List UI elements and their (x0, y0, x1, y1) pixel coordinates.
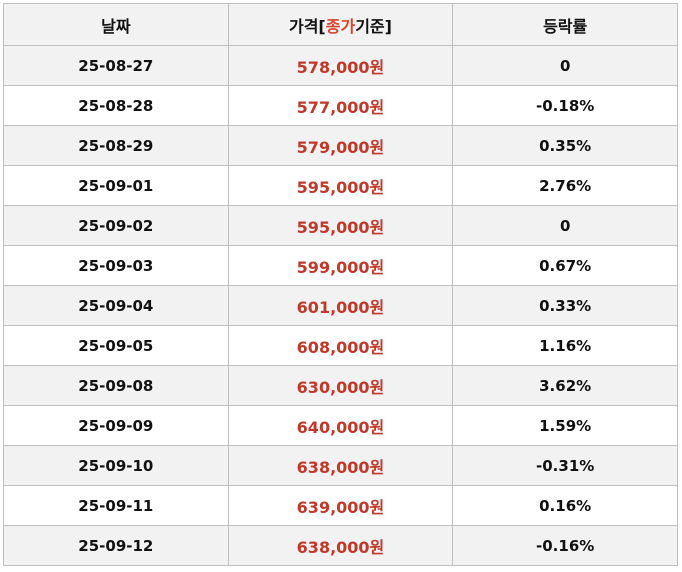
price-cell: 578,000원 (227, 45, 454, 86)
table-row: 25-09-05 608,000원 1.16% (3, 325, 678, 366)
price-cell: 608,000원 (227, 325, 454, 366)
price-cell: 640,000원 (227, 405, 454, 446)
date-cell: 25-08-29 (3, 125, 229, 166)
table-row: 25-09-04 601,000원 0.33% (3, 285, 678, 326)
table-body: 25-08-27 578,000원 0 25-08-28 577,000원 -0.18% 2… (3, 45, 678, 566)
header-highlight: 종가 (325, 16, 356, 36)
change-cell: 3.62% (452, 365, 678, 406)
date-cell: 25-09-09 (3, 405, 229, 446)
table-row: 25-09-12 638,000원 -0.16% (3, 525, 678, 566)
table-row: 25-09-08 630,000원 3.62% (3, 365, 678, 406)
table-row: 25-08-29 579,000원 0.35% (3, 125, 678, 166)
header-text: 기준] (355, 16, 392, 36)
price-cell: 601,000원 (227, 285, 454, 326)
date-cell: 25-08-28 (3, 85, 229, 126)
table-row: 25-09-01 595,000원 2.76% (3, 165, 678, 206)
price-cell: 638,000원 (227, 525, 454, 566)
table-row: 25-09-10 638,000원 -0.31% (3, 445, 678, 486)
change-cell: 1.59% (452, 405, 678, 446)
date-cell: 25-09-02 (3, 205, 229, 246)
change-cell: 0.16% (452, 485, 678, 526)
header-text: 가격[ (288, 16, 326, 36)
table-row: 25-09-02 595,000원 0 (3, 205, 678, 246)
date-cell: 25-09-08 (3, 365, 229, 406)
change-cell: 0.35% (452, 125, 678, 166)
date-cell: 25-08-27 (3, 45, 229, 86)
table-row: 25-09-09 640,000원 1.59% (3, 405, 678, 446)
table-header: 날짜 가격[종가기준] 등락률 (3, 3, 678, 46)
date-cell: 25-09-12 (3, 525, 229, 566)
table-row: 25-09-11 639,000원 0.16% (3, 485, 678, 526)
change-cell: 0.33% (452, 285, 678, 326)
header-cell: 날짜 (3, 3, 229, 46)
date-cell: 25-09-05 (3, 325, 229, 366)
change-cell: 0 (452, 45, 678, 86)
table-row: 25-09-03 599,000원 0.67% (3, 245, 678, 286)
price-cell: 595,000원 (227, 165, 454, 206)
price-cell: 595,000원 (227, 205, 454, 246)
change-cell: 0 (452, 205, 678, 246)
price-cell: 639,000원 (227, 485, 454, 526)
header-row: 날짜 가격[종가기준] 등락률 (3, 3, 678, 46)
change-cell: -0.18% (452, 85, 678, 126)
table-row: 25-08-28 577,000원 -0.18% (3, 85, 678, 126)
date-cell: 25-09-10 (3, 445, 229, 486)
price-table: 날짜 가격[종가기준] 등락률 25-08-27 578,000원 0 25-08-2… (3, 3, 678, 566)
date-cell: 25-09-11 (3, 485, 229, 526)
change-cell: -0.31% (452, 445, 678, 486)
header-cell: 등락률 (452, 3, 678, 46)
header-cell: 가격[종가기준] (227, 3, 454, 46)
table-row: 25-08-27 578,000원 0 (3, 45, 678, 86)
change-cell: 1.16% (452, 325, 678, 366)
date-cell: 25-09-04 (3, 285, 229, 326)
price-cell: 599,000원 (227, 245, 454, 286)
change-cell: -0.16% (452, 525, 678, 566)
date-cell: 25-09-03 (3, 245, 229, 286)
change-cell: 0.67% (452, 245, 678, 286)
price-cell: 577,000원 (227, 85, 454, 126)
date-cell: 25-09-01 (3, 165, 229, 206)
price-cell: 630,000원 (227, 365, 454, 406)
price-cell: 638,000원 (227, 445, 454, 486)
price-cell: 579,000원 (227, 125, 454, 166)
change-cell: 2.76% (452, 165, 678, 206)
